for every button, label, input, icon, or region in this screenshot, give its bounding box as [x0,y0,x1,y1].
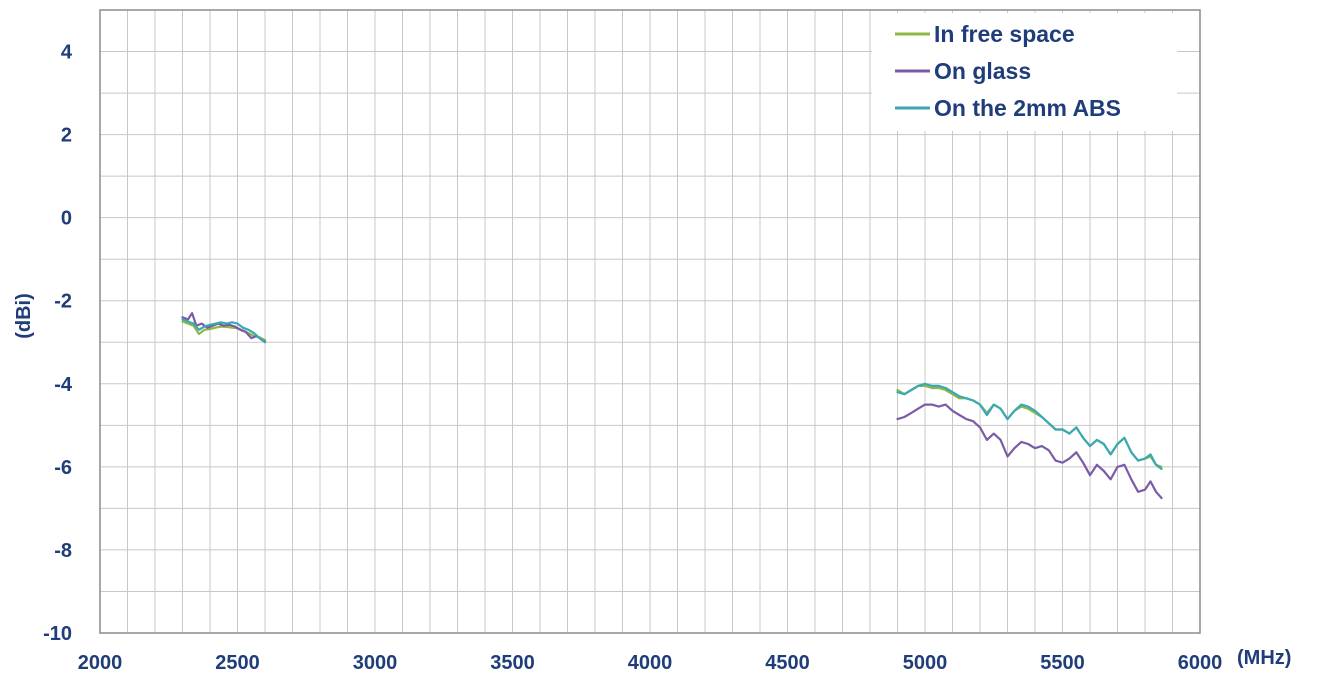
x-tick-label: 5000 [903,652,948,674]
x-tick-labels: 2000 2500 3000 3500 4000 4500 5000 5500 6000 [78,652,1223,674]
y-tick-labels: 4 2 0 -2 -4 -6 -8 -10 [43,42,73,645]
series-line [896,403,1163,500]
x-axis-label: (MHz) [1237,647,1291,669]
y-tick-label: 2 [61,125,72,147]
y-tick-label: -8 [54,540,72,562]
x-tick-label: 4000 [628,652,673,674]
x-tick-label: 4500 [765,652,810,674]
x-tick-label: 5500 [1040,652,1085,674]
legend-label: On glass [934,58,1031,84]
x-tick-label: 6000 [1178,652,1223,674]
y-tick-label: 4 [61,42,73,64]
y-tick-label: -6 [54,457,72,479]
series-line [181,318,267,344]
plot-frame [99,9,1201,634]
x-tick-label: 2500 [215,652,260,674]
series-line [896,384,1163,468]
y-tick-label: -10 [43,623,72,645]
y-tick-label: -4 [54,374,73,396]
y-tick-label: -2 [54,291,72,313]
x-tick-label: 3000 [353,652,398,674]
y-axis-label: (dBi) [13,293,35,339]
legend-label: In free space [934,21,1075,47]
x-tick-label: 2000 [78,652,123,674]
series-line [896,382,1163,470]
y-tick-label: 0 [61,208,72,230]
x-tick-label: 3500 [490,652,535,674]
grid [100,10,1200,633]
series-line [181,312,267,343]
series-lines [181,312,1163,500]
legend-label: On the 2mm ABS [934,95,1121,121]
legend: In free space On glass On the 2mm ABS [872,13,1177,131]
